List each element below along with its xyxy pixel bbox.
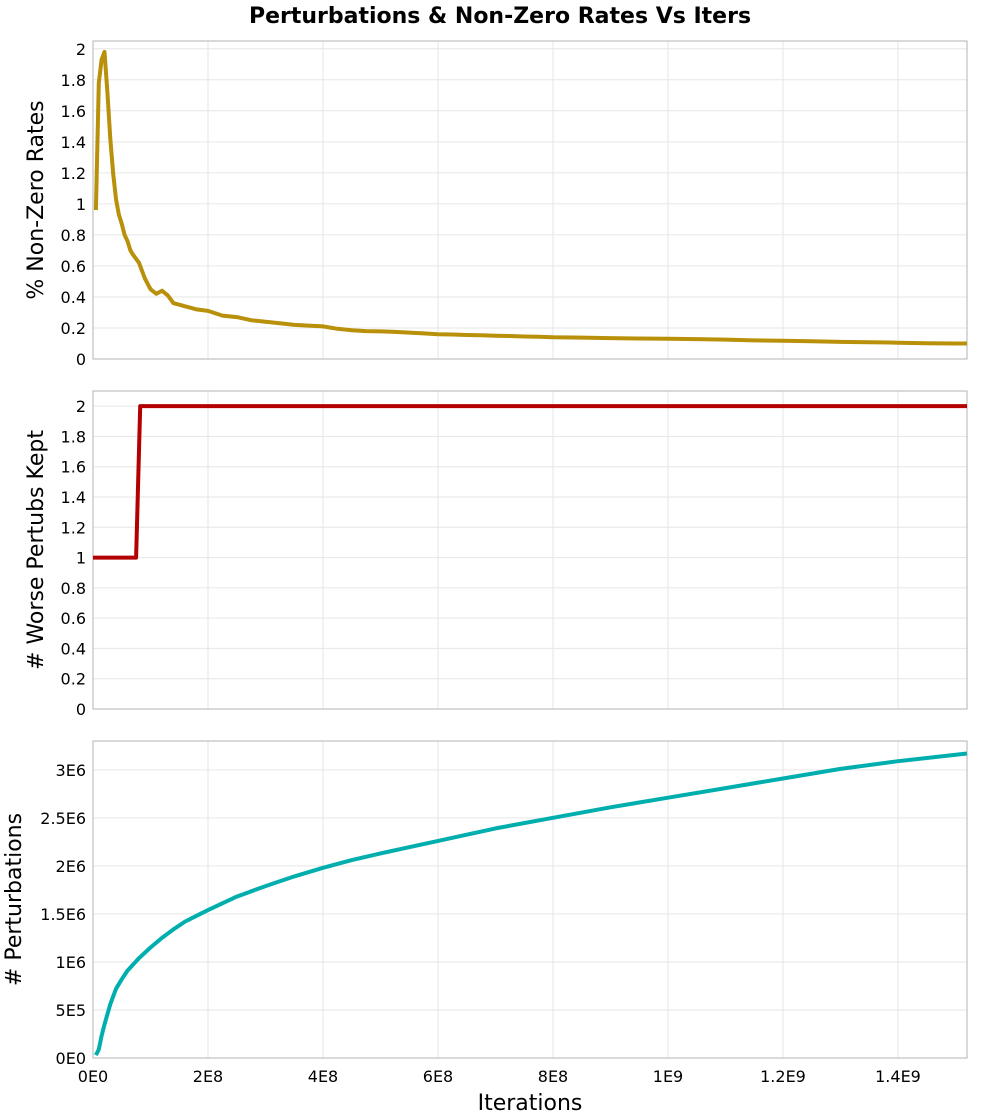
x-tick-label: 6E8 bbox=[423, 1067, 453, 1086]
series-line-worse bbox=[93, 404, 967, 560]
y-tick-label: 1.4 bbox=[61, 488, 86, 507]
plot-frame bbox=[92, 740, 968, 1059]
series-line-rates bbox=[93, 49, 967, 346]
y-tick-label: 0.4 bbox=[61, 288, 86, 307]
y-tick-label: 1.2 bbox=[61, 518, 86, 537]
y-tick-label: 0.6 bbox=[61, 609, 86, 628]
x-tick-label: 8E8 bbox=[538, 1067, 568, 1086]
x-tick-label: 0E0 bbox=[78, 1067, 108, 1086]
y-tick-label: 1 bbox=[76, 195, 86, 214]
chart-title: Perturbations & Non-Zero Rates Vs Iters bbox=[249, 4, 751, 29]
y-tick-label: 0.2 bbox=[61, 319, 86, 338]
x-tick-label: 2E8 bbox=[193, 1067, 223, 1086]
x-tick-label: 1.2E9 bbox=[760, 1067, 806, 1086]
y-tick-label: 0E0 bbox=[56, 1049, 86, 1068]
worse-perturbs-panel: 0 0.2 0.4 0.6 0.8 1 1.2 1.4 1.6 1.8 2 # Worse Pertu… bbox=[24, 390, 968, 719]
x-tick-label: 4E8 bbox=[308, 1067, 338, 1086]
y-tick-label: 1E6 bbox=[56, 953, 86, 972]
x-tick-label: 1.4E9 bbox=[875, 1067, 921, 1086]
y-tick-label: 0.6 bbox=[61, 257, 86, 276]
y-tick-label: 5E5 bbox=[56, 1001, 86, 1020]
plot-frame bbox=[92, 390, 968, 710]
y-tick-label: 1.5E6 bbox=[40, 905, 86, 924]
y-tick-label: 2E6 bbox=[56, 857, 86, 876]
y-tick-label: 1 bbox=[76, 549, 86, 568]
y-tick-label: 1.6 bbox=[61, 102, 86, 121]
nonzero-rates-panel: 0 0.2 0.4 0.6 0.8 1 1.2 1.4 1.6 1.8 2 % Non-Zero Ra… bbox=[24, 40, 968, 369]
y-tick-label: 2 bbox=[76, 40, 86, 59]
y-tick-label: 1.4 bbox=[61, 133, 86, 152]
y-tick-label: 1.6 bbox=[61, 458, 86, 477]
y-tick-label: 1.2 bbox=[61, 164, 86, 183]
perturbations-panel: 0E0 5E5 1E6 1.5E6 2E6 2.5E6 3E6 # Perturbations… bbox=[2, 740, 968, 1086]
x-axis-label: Iterations bbox=[478, 1091, 583, 1116]
y-tick-label: 0 bbox=[76, 350, 86, 369]
x-tick-label: 1E9 bbox=[653, 1067, 683, 1086]
y-tick-label: 0.4 bbox=[61, 639, 86, 658]
y-axis-label: # Worse Pertubs Kept bbox=[24, 430, 49, 670]
y-tick-label: 3E6 bbox=[56, 761, 86, 780]
y-tick-label: 0.8 bbox=[61, 226, 86, 245]
y-tick-label: 0.2 bbox=[61, 670, 86, 689]
y-tick-label: 2.5E6 bbox=[40, 809, 86, 828]
y-tick-label: 2 bbox=[76, 397, 86, 416]
y-tick-label: 1.8 bbox=[61, 427, 86, 446]
y-axis-label: # Perturbations bbox=[2, 813, 27, 986]
series-line-perturbations bbox=[94, 751, 968, 1057]
y-axis-label: % Non-Zero Rates bbox=[24, 100, 49, 299]
y-tick-label: 0 bbox=[76, 700, 86, 719]
y-tick-label: 0.8 bbox=[61, 579, 86, 598]
y-tick-label: 1.8 bbox=[61, 71, 86, 90]
plot-frame bbox=[92, 40, 968, 360]
